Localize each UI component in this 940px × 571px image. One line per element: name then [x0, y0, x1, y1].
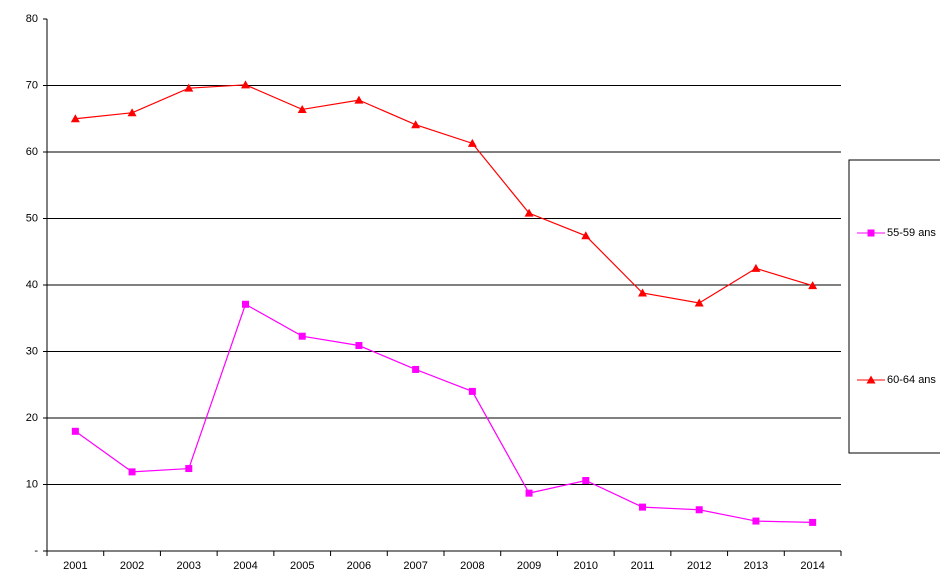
data-point [241, 80, 250, 89]
data-point [582, 477, 590, 485]
y-tick-label: 70 [26, 79, 38, 91]
data-point [695, 506, 703, 514]
series-line [75, 84, 813, 304]
x-tick-label: 2005 [290, 560, 314, 571]
data-point [298, 332, 306, 340]
series-line [75, 303, 813, 524]
data-point [638, 288, 647, 297]
data-point [525, 489, 533, 497]
x-tick-label: 2001 [63, 560, 87, 571]
data-point [752, 517, 760, 525]
data-point [808, 281, 818, 290]
legend-box [848, 159, 940, 454]
data-point [468, 387, 476, 395]
legend-label: 55-59 ans [887, 227, 936, 239]
data-point [467, 138, 477, 147]
data-point [581, 231, 591, 240]
data-point [694, 298, 704, 307]
data-point [355, 342, 363, 350]
legend-marker [867, 229, 875, 237]
data-point [70, 114, 80, 123]
x-tick-label: 2006 [347, 560, 371, 571]
y-tick-label: 40 [26, 279, 38, 291]
y-tick-label: 30 [26, 345, 38, 357]
y-tick-label: - [34, 545, 38, 557]
data-point [71, 427, 79, 435]
x-tick-label: 2009 [517, 560, 541, 571]
data-point [127, 108, 137, 117]
x-tick-label: 2011 [631, 560, 655, 571]
x-tick-label: 2004 [233, 560, 257, 571]
data-point [751, 263, 761, 272]
y-tick-label: 10 [26, 478, 38, 490]
data-point [411, 120, 421, 129]
data-point [128, 468, 136, 476]
y-tick-label: 60 [26, 146, 38, 158]
y-tick-label: 20 [26, 412, 38, 424]
x-tick-label: 2008 [460, 560, 484, 571]
x-tick-label: 2014 [800, 560, 824, 571]
y-tick-label: 50 [26, 212, 38, 224]
x-tick-label: 2010 [574, 560, 598, 571]
x-tick-label: 2013 [744, 560, 768, 571]
legend-label: 60-64 ans [887, 374, 936, 386]
y-tick-label: 80 [26, 13, 38, 25]
x-tick-label: 2002 [120, 560, 144, 571]
data-point [524, 208, 534, 217]
data-point [412, 365, 420, 373]
data-point [354, 95, 364, 104]
data-point [185, 465, 193, 473]
data-point [297, 104, 307, 113]
legend-marker [866, 375, 876, 384]
data-point [809, 518, 817, 526]
x-tick-label: 2003 [177, 560, 201, 571]
data-point [184, 83, 194, 92]
data-point [242, 300, 249, 308]
data-point [639, 503, 646, 511]
x-tick-label: 2007 [403, 560, 427, 571]
x-tick-label: 2012 [687, 560, 711, 571]
